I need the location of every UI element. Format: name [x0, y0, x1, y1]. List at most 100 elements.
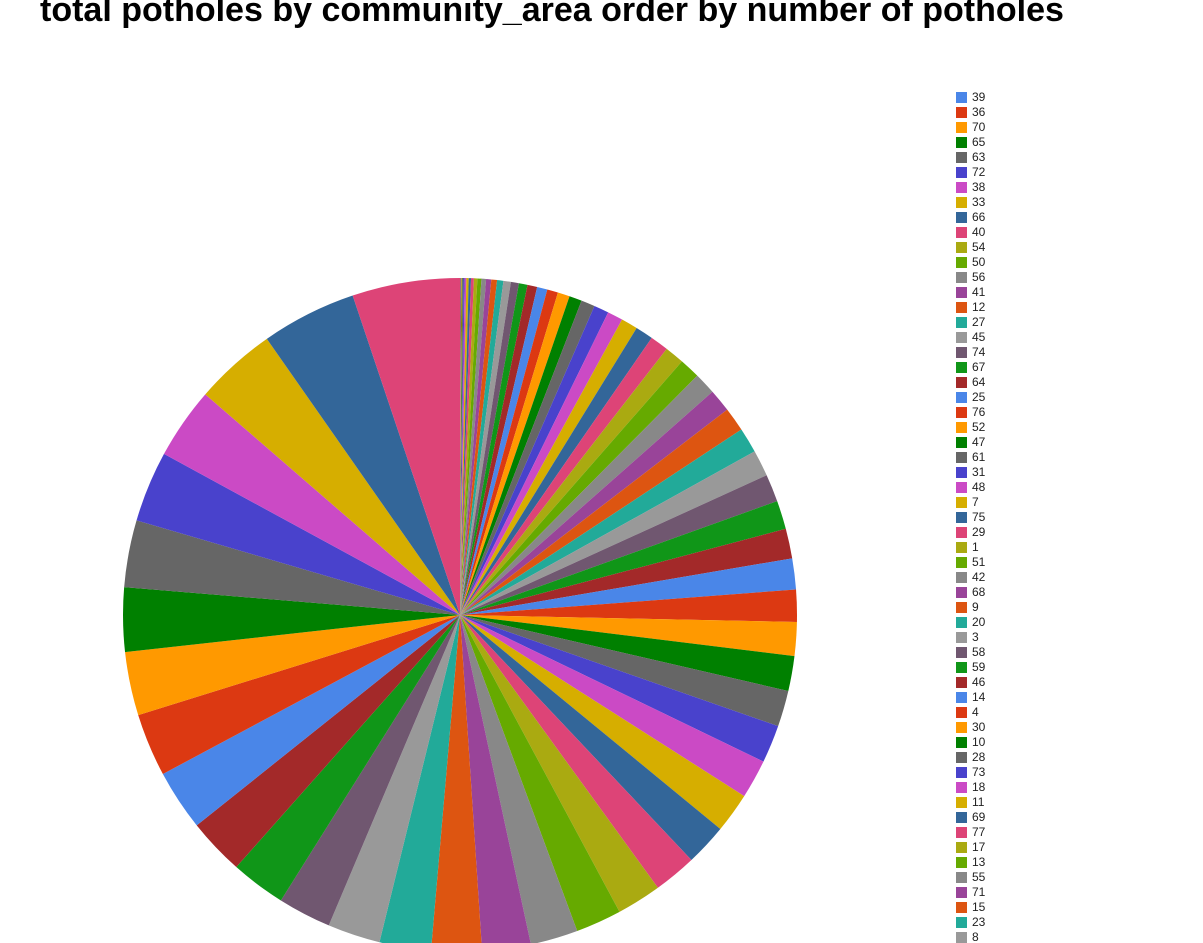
legend-label: 71 — [972, 885, 986, 899]
pie-slice — [431, 615, 482, 943]
pie-slice — [460, 278, 465, 615]
pie-slice — [460, 348, 682, 615]
pie-slice — [460, 391, 728, 615]
legend-swatch — [956, 302, 967, 313]
pie-slice — [460, 278, 469, 615]
legend-swatch — [956, 212, 967, 223]
pie-slice — [460, 312, 623, 615]
legend-swatch — [956, 842, 967, 853]
legend-label: 14 — [972, 690, 986, 704]
legend-swatch — [956, 242, 967, 253]
pie-slice — [460, 286, 548, 615]
legend-swatch — [956, 137, 967, 148]
legend-label: 72 — [972, 165, 986, 179]
pie-slice — [460, 305, 609, 615]
legend-label: 38 — [972, 180, 986, 194]
pie-slice — [162, 615, 460, 826]
pie-slice — [236, 615, 460, 901]
legend-label: 63 — [972, 150, 986, 164]
pie-slice — [460, 475, 778, 615]
chart-title: total potholes by community_area order b… — [40, 0, 1064, 29]
legend-label: 55 — [972, 870, 986, 884]
legend-label: 47 — [972, 435, 986, 449]
legend-label: 13 — [972, 855, 986, 869]
legend-label: 70 — [972, 120, 986, 134]
pie-slice — [460, 429, 755, 615]
pie-slice — [460, 278, 464, 615]
legend-label: 11 — [972, 795, 985, 809]
pie-slice — [460, 289, 558, 615]
legend-swatch — [956, 362, 967, 373]
legend-swatch — [956, 872, 967, 883]
legend-label: 45 — [972, 330, 986, 344]
pie-slice — [460, 278, 462, 615]
pie-slice — [460, 615, 795, 692]
legend-swatch — [956, 632, 967, 643]
legend-label: 20 — [972, 615, 986, 629]
pie-slice — [460, 558, 797, 615]
legend-label: 15 — [972, 900, 986, 914]
legend-label: 66 — [972, 210, 986, 224]
legend-label: 39 — [972, 90, 986, 104]
pie-slice — [460, 615, 745, 829]
legend-label: 25 — [972, 390, 986, 404]
legend-label: 30 — [972, 720, 986, 734]
legend-label: 23 — [972, 915, 986, 929]
pie-slice — [460, 278, 487, 615]
pie-slice — [328, 615, 460, 943]
legend-swatch — [956, 752, 967, 763]
legend-swatch — [956, 407, 967, 418]
legend-swatch — [956, 272, 967, 283]
legend-label: 27 — [972, 315, 986, 329]
legend-label: 68 — [972, 585, 986, 599]
pie-slice — [460, 278, 482, 615]
legend-swatch — [956, 92, 967, 103]
pie-slice — [460, 278, 474, 615]
pie-slice — [460, 284, 538, 615]
legend-swatch — [956, 932, 967, 943]
legend-label: 10 — [972, 735, 986, 749]
legend-label: 77 — [972, 825, 986, 839]
legend-label: 54 — [972, 240, 986, 254]
pie-slice — [460, 615, 531, 943]
pie-slice — [460, 589, 797, 622]
pie-slice — [460, 451, 767, 615]
pie-slice — [266, 295, 460, 615]
legend-swatch — [956, 107, 967, 118]
pie-slice — [123, 587, 461, 653]
legend-label: 3 — [972, 630, 979, 644]
pie-slice — [460, 615, 779, 762]
pie-slice — [460, 615, 620, 931]
pie-slice — [460, 281, 519, 615]
pie-slice — [460, 278, 467, 615]
pie-slice — [460, 615, 721, 860]
legend-swatch — [956, 437, 967, 448]
legend-label: 67 — [972, 360, 986, 374]
legend-swatch — [956, 167, 967, 178]
legend-swatch — [956, 347, 967, 358]
legend-label: 31 — [972, 465, 986, 479]
legend-label: 69 — [972, 810, 986, 824]
legend-swatch — [956, 257, 967, 268]
pie-slice — [460, 528, 793, 615]
pie-slice — [136, 453, 461, 615]
pie-slice — [460, 337, 667, 615]
legend-swatch — [956, 827, 967, 838]
pie-slice — [205, 338, 460, 615]
pie-slice — [460, 278, 472, 615]
pie-slice — [124, 520, 460, 615]
legend-swatch — [956, 647, 967, 658]
pie-slice — [460, 361, 698, 615]
legend-swatch — [956, 377, 967, 388]
legend-label: 29 — [972, 525, 986, 539]
legend-label: 17 — [972, 840, 986, 854]
legend-swatch — [956, 482, 967, 493]
pie-slice — [460, 278, 461, 615]
pie-slice — [460, 615, 578, 943]
pie-slice — [460, 319, 637, 615]
legend-label: 74 — [972, 345, 986, 359]
legend-label: 75 — [972, 510, 986, 524]
pie-slice — [460, 279, 492, 615]
legend-label: 42 — [972, 570, 986, 584]
legend-label: 40 — [972, 225, 986, 239]
